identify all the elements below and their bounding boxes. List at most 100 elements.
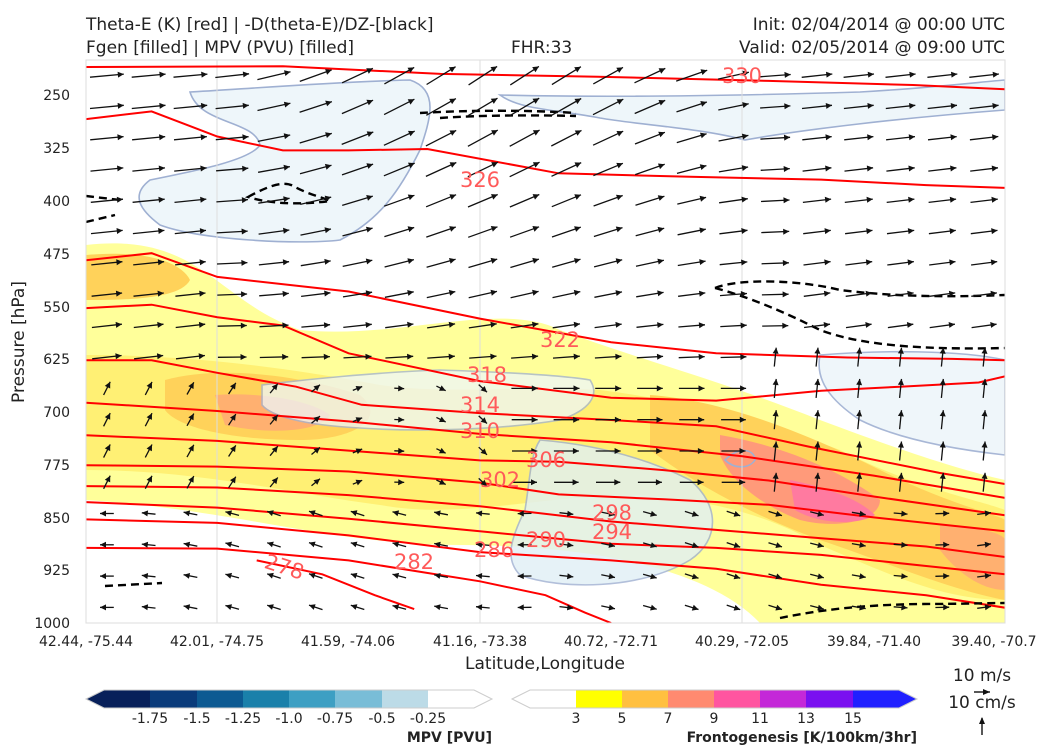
wind-vector-head: [859, 542, 866, 548]
wind-vector-head: [448, 321, 456, 328]
wind-vector-head: [267, 604, 274, 610]
wind-vector-head: [574, 162, 582, 168]
wind-vector-head: [775, 604, 782, 611]
wind-vector-head: [817, 573, 824, 580]
theta-e-contour-318: [86, 303, 1005, 402]
colorbar-swatch: [382, 690, 428, 708]
wind-vector-head: [699, 227, 706, 234]
wind-vector-head: [242, 102, 249, 109]
colorbar-tick: 5: [618, 711, 627, 727]
wind-vector-head: [100, 510, 106, 517]
wind-vector-head: [355, 479, 363, 486]
wind-vector-head: [313, 384, 320, 391]
wind-vector-head: [859, 604, 866, 611]
colorbar-extend-arrow: [899, 690, 917, 708]
wind-vector-head: [775, 542, 782, 548]
wind-vector-head: [392, 604, 400, 610]
wind-vector-head: [366, 195, 373, 201]
wind-vector-head: [981, 347, 988, 354]
wind-vector-head: [407, 226, 415, 233]
wind-vector-head: [951, 71, 958, 78]
wind-vector-head: [324, 290, 331, 297]
wind-vector-head: [699, 164, 707, 170]
wind-vector-head: [616, 162, 623, 169]
wind-vector-head: [366, 68, 373, 74]
x-tick-label: 42.44, -75.44: [39, 634, 133, 650]
wind-vector-head: [230, 414, 236, 421]
wind-vector-head: [650, 542, 657, 548]
wind-vector-head: [366, 226, 373, 233]
wind-vector-head: [183, 541, 191, 548]
wind-vector-head: [408, 162, 415, 169]
wind-vector-head: [157, 321, 164, 328]
wind-vector-head: [783, 166, 790, 172]
colorbar-extend-arrow: [512, 690, 530, 708]
colorbar-swatch: [289, 690, 335, 708]
theta-e-contour-314: [86, 359, 1005, 485]
wind-vector-head: [159, 134, 166, 141]
colorbar-tick: 11: [751, 711, 769, 727]
theta-e-contour-label: 302: [480, 468, 520, 492]
static-stability-contours: [86, 109, 1005, 620]
wind-vector-head: [742, 102, 749, 108]
wind-vector-head: [650, 604, 657, 611]
y-tick-label: 775: [43, 458, 70, 474]
wind-vector-head: [573, 289, 581, 296]
wind-vector-head: [480, 448, 487, 455]
theta-e-contour-label: 330: [722, 64, 762, 88]
wind-vector-head: [867, 71, 874, 78]
y-tick-label: 325: [43, 141, 70, 157]
wind-vector-head: [574, 66, 581, 73]
wind-vector-head: [116, 228, 123, 234]
colorbar-swatch: [714, 690, 760, 708]
colorbar-swatch: [197, 690, 243, 708]
wind-vector-head: [531, 448, 538, 454]
wind-vector-head: [407, 290, 414, 296]
wind-vector-head: [650, 510, 657, 517]
grid-lines: [216, 60, 743, 623]
wind-vector-head: [532, 162, 540, 168]
wind-vector-head: [408, 130, 415, 137]
x-axis-title: Latitude,Longitude: [465, 654, 625, 674]
wind-vector-head: [407, 194, 415, 201]
wind-vector-head: [817, 542, 824, 548]
theta-e-contour-302: [86, 464, 1005, 533]
wind-vector-head: [981, 472, 988, 479]
wind-vector-head: [480, 479, 487, 487]
wind-vector-head: [532, 289, 539, 296]
wind-vector-head: [434, 573, 441, 579]
wind-vector-head: [398, 447, 405, 454]
stability-contour: [714, 280, 1005, 298]
plot-area: 3303263223183143103063022982942902862822…: [86, 60, 1005, 623]
x-tick-label: 39.40, -70.7: [951, 634, 1036, 650]
wind-vector-head: [241, 228, 248, 235]
wind-vector-head: [183, 510, 191, 517]
wind-vector-head: [199, 228, 206, 234]
wind-vector-head: [949, 196, 957, 203]
wind-vector-head: [282, 290, 289, 297]
wind-vector-head: [783, 134, 791, 141]
wind-vector-head: [282, 322, 289, 329]
wind-vector-head: [657, 195, 665, 201]
wind-vector-head: [242, 134, 249, 141]
theta-e-contour-label: 314: [460, 393, 500, 417]
mpv-colorbar-title: MPV [PVU]: [407, 730, 492, 746]
wind-vector-head: [188, 476, 194, 483]
wind-vector-head: [225, 604, 232, 610]
wind-vector-head: [517, 573, 524, 580]
wind-vector-head: [199, 259, 206, 266]
wind-vector-head: [355, 417, 363, 423]
wind-vector-head: [739, 416, 746, 423]
wind-vector-head: [158, 165, 165, 172]
wind-vector-head: [866, 228, 873, 235]
wind-vector-head: [313, 478, 320, 485]
wind-vector-head: [531, 385, 538, 392]
wind-vector-head: [909, 71, 916, 78]
wind-vector-head: [825, 165, 832, 172]
wind-vector-head: [608, 510, 615, 517]
theta-e-contour-label: 306: [526, 448, 566, 472]
wind-vector-head: [407, 99, 415, 105]
colorbar-tick: 9: [710, 711, 719, 727]
colorbar-swatch: [104, 690, 150, 708]
wind-vector-head: [283, 133, 291, 140]
